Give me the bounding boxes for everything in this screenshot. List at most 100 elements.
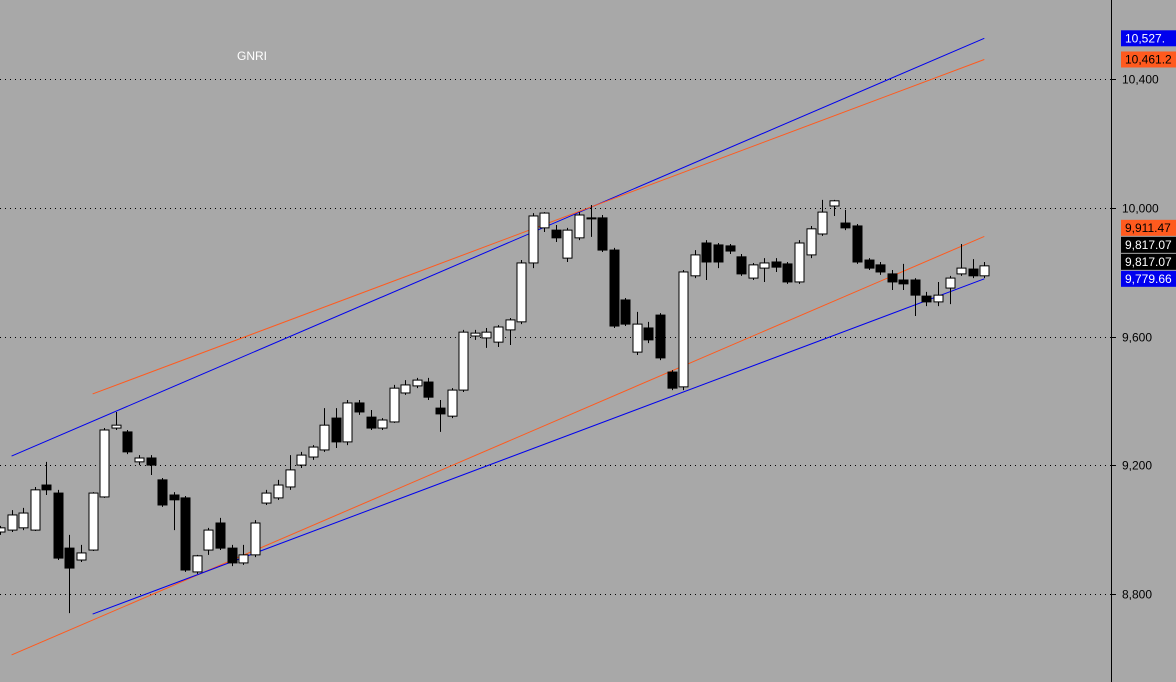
candle-body <box>261 492 272 504</box>
candle-body <box>331 417 342 443</box>
candle-body <box>690 254 701 277</box>
price-tag <box>1121 253 1176 270</box>
candle-body <box>41 484 52 491</box>
price-tag <box>1121 236 1176 253</box>
candle-body <box>146 457 157 466</box>
candle-body <box>771 261 782 268</box>
candle-body <box>667 371 678 389</box>
price-tag-label: 9,817.07 <box>1125 255 1172 269</box>
candle-body <box>562 229 573 259</box>
candle-body <box>435 407 446 415</box>
candle-body <box>551 229 562 239</box>
price-tag <box>1121 270 1176 287</box>
candle-body <box>933 294 944 303</box>
candle-body <box>713 244 724 263</box>
candle-body <box>7 514 18 531</box>
candle-body <box>516 262 527 323</box>
candle-body <box>88 492 99 551</box>
candle-body <box>180 497 191 571</box>
trend-line <box>11 235 985 656</box>
candle-body <box>632 323 643 353</box>
trend-line <box>11 37 985 457</box>
candle-body <box>829 200 840 207</box>
price-tag <box>1121 219 1176 236</box>
candle-body <box>956 267 967 275</box>
candle-body <box>64 547 75 569</box>
candle-body <box>968 268 979 277</box>
candle-body <box>412 379 423 387</box>
candle-body <box>875 264 886 273</box>
candle-body <box>53 492 64 559</box>
candle-body <box>643 327 654 341</box>
y-tick-label: 9,600 <box>1122 331 1152 345</box>
candle-body <box>99 429 110 498</box>
candle-body <box>354 402 365 413</box>
candle-body <box>678 271 689 388</box>
candle-body <box>458 331 469 391</box>
candle-body <box>852 225 863 263</box>
candle-body <box>122 431 133 453</box>
y-tick-label: 10,000 <box>1122 202 1159 216</box>
candle-body <box>366 416 377 429</box>
candle-body <box>910 279 921 296</box>
candle-body <box>481 331 492 339</box>
price-tag-label: 9,817.07 <box>1125 238 1172 252</box>
candle-body <box>609 249 620 327</box>
candle-body <box>273 484 284 499</box>
candle-body <box>342 402 353 443</box>
candle-body <box>169 494 180 501</box>
candle-body <box>227 547 238 564</box>
candle-body <box>296 454 307 466</box>
price-tag-label: 9,911.47 <box>1125 221 1171 235</box>
candle-body <box>794 242 805 283</box>
price-tag-label: 9,779.66 <box>1125 272 1172 286</box>
candle-body <box>285 469 296 488</box>
candle-body <box>864 259 875 269</box>
candle-body <box>18 512 29 529</box>
candle-body <box>528 215 539 264</box>
candle-body <box>30 489 41 531</box>
price-tag <box>1121 51 1176 68</box>
candle-body <box>134 457 145 463</box>
candle-body <box>655 314 666 359</box>
candle-body <box>238 554 249 564</box>
y-tick-label: 10,400 <box>1122 73 1159 87</box>
price-tag-label: 10,527. <box>1125 31 1165 45</box>
candle-body <box>400 384 411 394</box>
candle-body <box>0 527 6 533</box>
candle-body <box>806 228 817 256</box>
candle-body <box>748 264 759 279</box>
y-tick-label: 9,200 <box>1122 459 1152 473</box>
candle-body <box>817 211 828 235</box>
candle-body <box>76 552 87 561</box>
candle-body <box>840 222 851 229</box>
candle-body <box>620 299 631 325</box>
candle-body <box>319 424 330 451</box>
candle-body <box>250 522 261 556</box>
candle-body <box>945 277 956 289</box>
y-tick-label: 8,800 <box>1122 588 1152 602</box>
candle-body <box>192 555 203 573</box>
candle-body <box>701 242 712 263</box>
candle-body <box>423 381 434 398</box>
price-tag <box>1121 30 1176 47</box>
candle-body <box>782 263 793 283</box>
candle-body <box>377 419 388 429</box>
candle-body <box>979 265 990 277</box>
candle-body <box>389 387 400 423</box>
candle-body <box>887 273 898 283</box>
candle-body <box>597 217 608 251</box>
candle-body <box>203 529 214 551</box>
candle-body <box>898 279 909 285</box>
candle-body <box>921 295 932 303</box>
candle-body <box>725 245 736 252</box>
candle-body <box>759 262 770 269</box>
candle-body <box>505 319 516 331</box>
candle-body <box>470 332 481 337</box>
price-tag-label: 10,461.2 <box>1125 53 1172 67</box>
candle-body <box>574 214 585 239</box>
chart-title: GNRI <box>237 49 267 63</box>
